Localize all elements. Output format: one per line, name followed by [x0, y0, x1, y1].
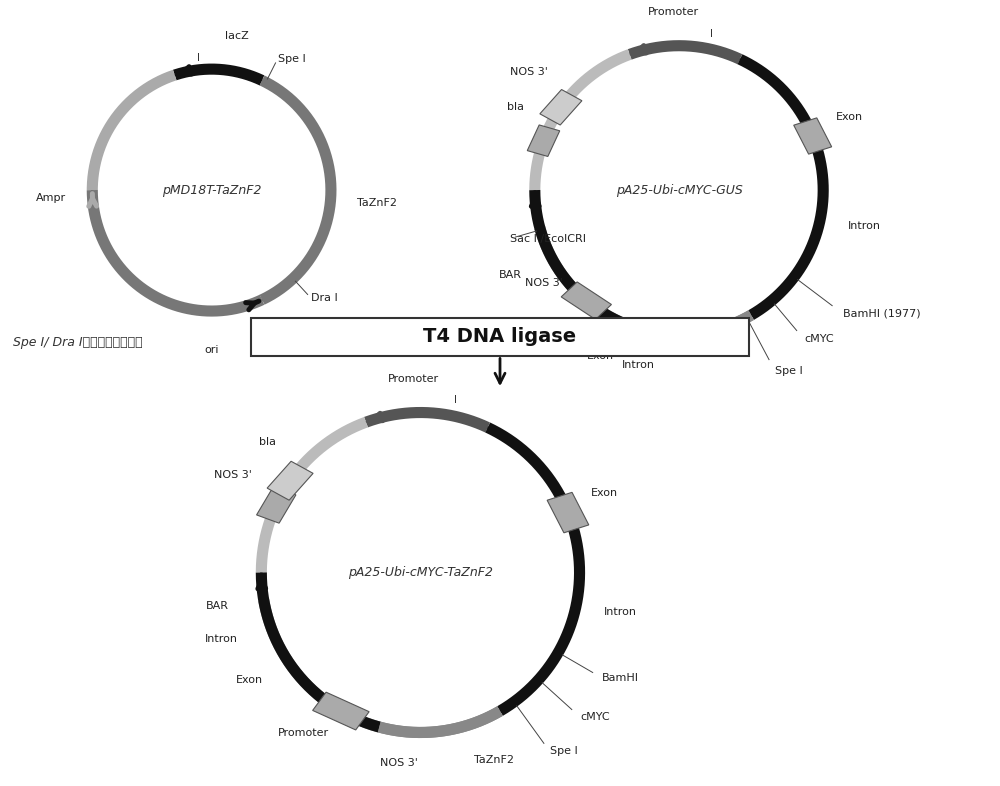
Polygon shape: [794, 118, 832, 154]
Text: BAR: BAR: [499, 270, 522, 280]
Polygon shape: [540, 90, 582, 125]
Text: Intron: Intron: [848, 221, 881, 231]
Polygon shape: [527, 125, 560, 156]
Text: I: I: [710, 29, 713, 39]
Text: Exon: Exon: [587, 351, 614, 361]
Text: Intron: Intron: [604, 607, 637, 617]
Text: Spe I: Spe I: [550, 746, 577, 756]
Text: TaZnF2: TaZnF2: [474, 755, 514, 765]
Text: I: I: [454, 395, 457, 405]
Text: BAR: BAR: [206, 601, 229, 612]
Text: pA25-Ubi-cMYC-TaZnF2: pA25-Ubi-cMYC-TaZnF2: [348, 566, 493, 579]
Text: Spe I/ Dra I酶切，回收小片段: Spe I/ Dra I酶切，回收小片段: [13, 336, 142, 349]
Text: T4 DNA ligase: T4 DNA ligase: [423, 327, 577, 347]
Text: NOS 3': NOS 3': [214, 470, 252, 480]
Text: lacZ: lacZ: [225, 31, 249, 41]
Text: Exon: Exon: [236, 675, 263, 685]
Text: Intron: Intron: [205, 634, 238, 645]
Text: cMYC: cMYC: [804, 334, 834, 344]
Text: BamHI: BamHI: [602, 673, 639, 683]
Text: GUS: GUS: [562, 335, 586, 344]
Polygon shape: [313, 692, 369, 730]
Text: NOS 3': NOS 3': [510, 68, 548, 77]
Text: bla: bla: [259, 437, 276, 447]
Text: Spe I: Spe I: [775, 366, 803, 376]
Text: Exon: Exon: [591, 488, 618, 498]
Polygon shape: [267, 461, 313, 500]
Text: Ampr: Ampr: [36, 193, 66, 203]
FancyBboxPatch shape: [251, 318, 749, 355]
Text: Intron: Intron: [622, 359, 655, 369]
Polygon shape: [561, 282, 611, 319]
Text: Promoter: Promoter: [278, 729, 329, 738]
Text: Dra I: Dra I: [311, 293, 338, 303]
Text: Spe I: Spe I: [278, 53, 305, 64]
Polygon shape: [257, 487, 296, 523]
Text: bla: bla: [507, 102, 524, 112]
Text: TaZnF2: TaZnF2: [357, 198, 397, 208]
Text: Sac I /EcoICRI: Sac I /EcoICRI: [510, 233, 586, 244]
Text: NOS 3': NOS 3': [380, 758, 418, 769]
Text: Promoter: Promoter: [388, 374, 439, 384]
Text: I: I: [197, 53, 200, 63]
Text: BamHI (1977): BamHI (1977): [843, 308, 920, 318]
Text: pA25-Ubi-cMYC-GUS: pA25-Ubi-cMYC-GUS: [616, 184, 742, 196]
Text: Promoter: Promoter: [536, 321, 587, 331]
Polygon shape: [547, 492, 589, 533]
Text: ori: ori: [204, 345, 219, 355]
Text: pMD18T-TaZnF2: pMD18T-TaZnF2: [162, 184, 261, 196]
Text: NOS 3': NOS 3': [525, 278, 562, 288]
Text: cMYC: cMYC: [580, 712, 610, 722]
Text: Exon: Exon: [836, 112, 863, 122]
Text: Promoter: Promoter: [647, 7, 699, 17]
Text: Spe I/ EcoICRI酶切，回收大片段: Spe I/ EcoICRI酶切，回收大片段: [510, 336, 657, 349]
